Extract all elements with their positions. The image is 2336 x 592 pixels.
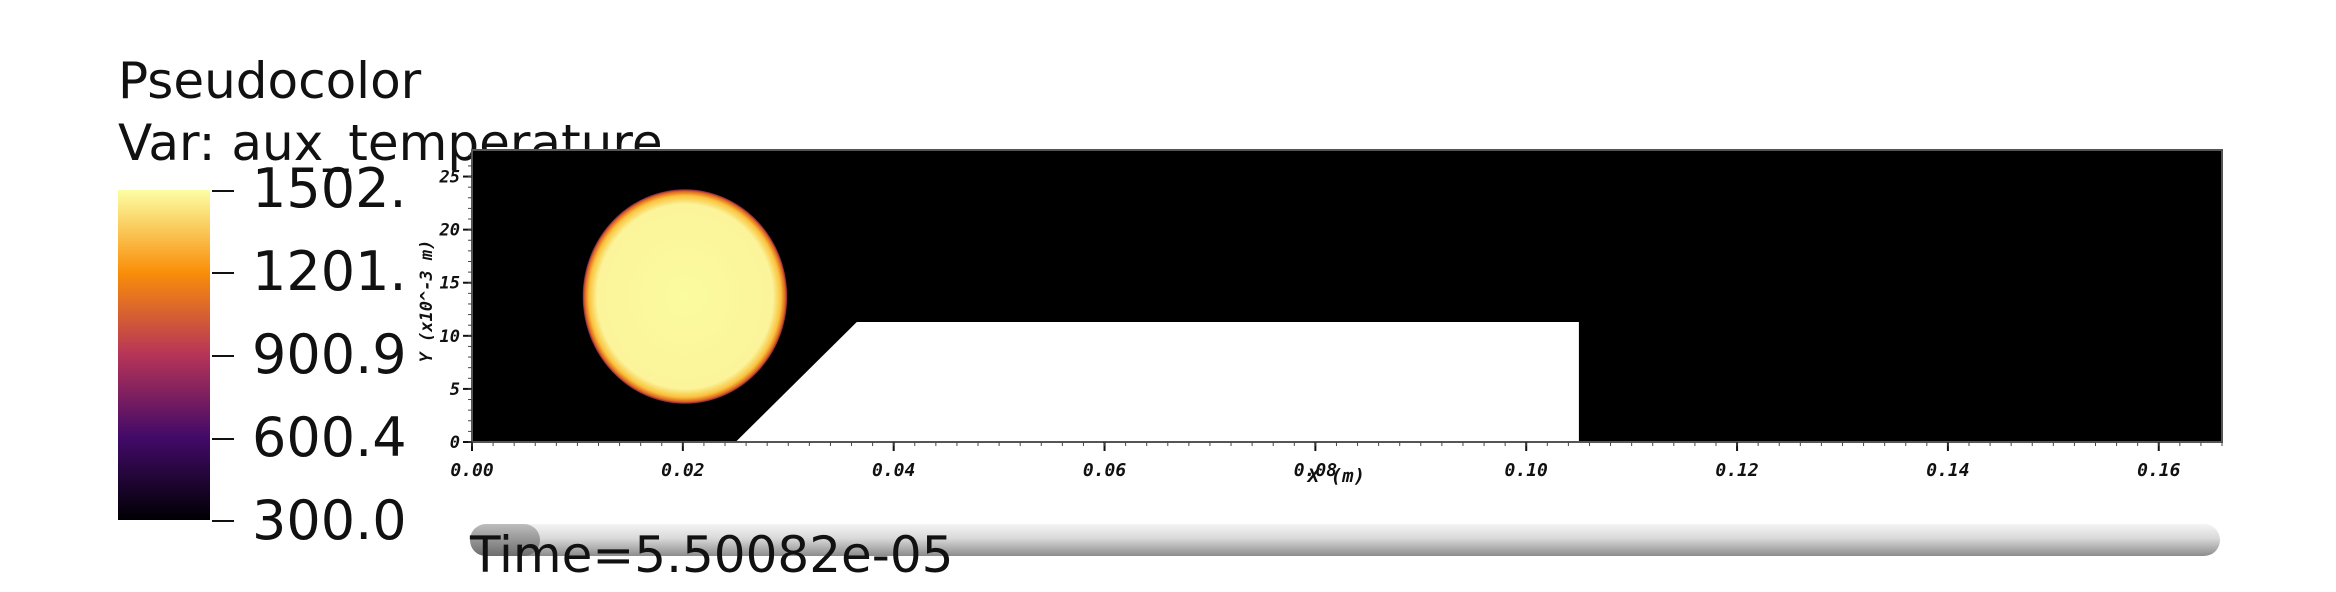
plot-frame bbox=[471, 149, 2223, 443]
x-tick-label: 0.04 bbox=[872, 460, 915, 481]
colorbar-label: 1201. bbox=[252, 240, 407, 303]
colorbar-label: 600.4 bbox=[252, 406, 407, 469]
x-tick-label: 0.08 bbox=[1294, 460, 1337, 481]
x-tick-label: 0.02 bbox=[661, 460, 704, 481]
time-label: Time=5.50082e-05 bbox=[470, 526, 954, 584]
x-tick-label: 0.12 bbox=[1715, 460, 1758, 481]
colorbar bbox=[118, 190, 210, 520]
colorbar-label-max: 1502. bbox=[252, 157, 407, 220]
x-tick-label: 0.10 bbox=[1505, 460, 1549, 481]
y-axis-title: Y (x10^-3 m) bbox=[417, 240, 437, 363]
y-tick-label: 0 bbox=[450, 433, 460, 453]
x-tick-label: 0.06 bbox=[1083, 460, 1127, 481]
y-tick-label: 15 bbox=[440, 274, 460, 294]
colorbar-label-min: 300.0 bbox=[252, 489, 407, 552]
y-tick-label: 5 bbox=[450, 380, 460, 400]
colorbar-tick bbox=[212, 438, 234, 440]
colorbar-tick bbox=[212, 190, 234, 192]
void-region bbox=[735, 322, 1579, 442]
y-tick-label: 20 bbox=[439, 221, 460, 241]
x-tick-label: 0.14 bbox=[1926, 460, 1969, 481]
colorbar-tick bbox=[212, 520, 234, 522]
colorbar-tick bbox=[212, 272, 234, 274]
colorbar-label: 900.9 bbox=[252, 323, 407, 386]
y-tick-label: 25 bbox=[439, 168, 460, 188]
time-slider-handle[interactable] bbox=[470, 524, 540, 556]
x-tick-label: 0.00 bbox=[450, 460, 494, 481]
hot-region bbox=[582, 189, 788, 404]
colorbar-tick bbox=[212, 355, 234, 357]
legend-title: Pseudocolor bbox=[118, 52, 422, 110]
time-slider-track[interactable] bbox=[470, 524, 2220, 556]
x-axis-title: X (m) bbox=[1306, 465, 1365, 487]
y-tick-label: 10 bbox=[440, 327, 460, 347]
x-tick-label: 0.16 bbox=[2137, 460, 2181, 481]
